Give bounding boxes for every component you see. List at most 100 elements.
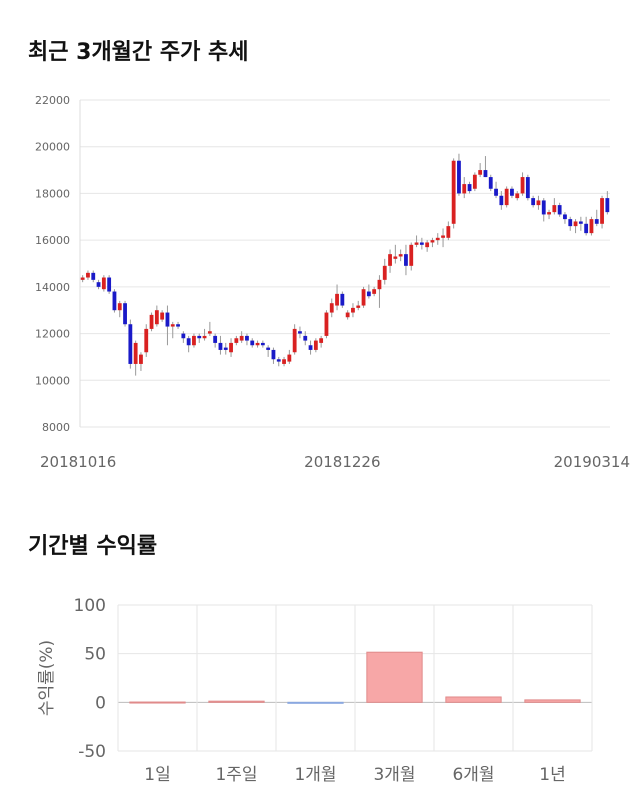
candle [435, 233, 440, 245]
candle [499, 191, 504, 210]
candle [594, 209, 599, 227]
candle-body [515, 193, 520, 199]
candle-body [435, 237, 440, 241]
candle-body [510, 188, 514, 196]
y-axis-label: 수익률(%) [37, 640, 57, 716]
candle [107, 275, 112, 294]
candle-body [494, 188, 498, 196]
candle [154, 305, 159, 327]
candle [86, 270, 90, 280]
candle-body [419, 242, 424, 245]
candle-body [298, 331, 302, 334]
candle [192, 333, 196, 348]
candle-body [372, 289, 377, 294]
candle-body [531, 198, 536, 206]
candle-body [467, 184, 472, 192]
candle [181, 331, 186, 343]
candle-body [388, 254, 392, 266]
candle [223, 342, 228, 355]
y-tick-label: -50 [78, 742, 106, 762]
candle-body [584, 223, 589, 234]
candle-body [192, 335, 196, 346]
y-tick-labels: 8000 10000 12000 14000 16000 18000 20000 22000 [35, 94, 70, 434]
candle-body [398, 254, 403, 257]
candle [255, 340, 260, 348]
candle [547, 209, 551, 220]
candle-body [149, 314, 154, 329]
y-tick-label: 12000 [35, 328, 70, 341]
candle-body [96, 282, 101, 287]
y-tick-label: 20000 [35, 141, 70, 154]
candle-body [313, 340, 318, 350]
candle-body [139, 354, 143, 364]
candle-body [446, 226, 451, 238]
candle [446, 221, 451, 241]
candle-body [308, 345, 313, 350]
candle [329, 298, 334, 318]
candle [123, 300, 127, 327]
candle-body [552, 205, 557, 213]
candle-body [377, 279, 382, 290]
candle-body [154, 310, 159, 325]
candle [441, 228, 445, 248]
bar [445, 696, 502, 703]
category-label: 3개월 [373, 765, 415, 785]
candle-body [594, 219, 599, 224]
candle [112, 289, 117, 313]
candle-body [525, 177, 530, 199]
candle [589, 216, 594, 236]
candle [472, 172, 477, 192]
candle-body [144, 328, 149, 353]
candle [96, 279, 101, 290]
candle-body [170, 324, 175, 327]
candle [515, 191, 520, 201]
candles [80, 153, 610, 376]
candle-body [287, 354, 292, 362]
candle [202, 328, 207, 341]
category-label: 1주일 [215, 765, 257, 785]
candle [557, 202, 562, 217]
candle [393, 244, 398, 264]
candle-body [292, 328, 297, 353]
candle [197, 333, 202, 343]
y-tick-label: 50 [84, 645, 106, 665]
candle-body [382, 265, 387, 280]
candle-body [504, 188, 509, 206]
candle-body [483, 170, 488, 178]
candle-body [351, 307, 355, 313]
x-tick-label: 20181226 [304, 453, 380, 471]
candle [239, 331, 244, 343]
bar-gridlines [117, 604, 593, 752]
candle [91, 270, 96, 283]
candle-body [356, 305, 361, 308]
y-tick-label: 100 [74, 596, 106, 616]
candle-body [563, 214, 567, 220]
candle-body [218, 342, 223, 350]
candle [260, 340, 265, 348]
candle-body [223, 347, 228, 350]
candle [404, 244, 408, 276]
candle-body [404, 254, 408, 266]
bar [366, 651, 423, 703]
candle [430, 237, 435, 248]
candle-body [319, 338, 324, 343]
candle-body [573, 221, 578, 227]
candle [372, 286, 377, 297]
candle-body [547, 212, 551, 215]
candle [218, 335, 223, 355]
candle [366, 284, 371, 299]
bar [129, 701, 186, 704]
candle [451, 158, 456, 229]
candle-body [457, 160, 461, 194]
candle-body [589, 219, 594, 234]
candle-body [282, 359, 286, 364]
candle-body [393, 256, 398, 259]
candle-body [600, 198, 604, 224]
candle [160, 310, 165, 322]
candle-body [186, 338, 191, 346]
candle [292, 324, 297, 355]
candle [266, 345, 271, 357]
candle [419, 237, 424, 250]
candle [170, 321, 175, 339]
candle-body [160, 312, 165, 320]
